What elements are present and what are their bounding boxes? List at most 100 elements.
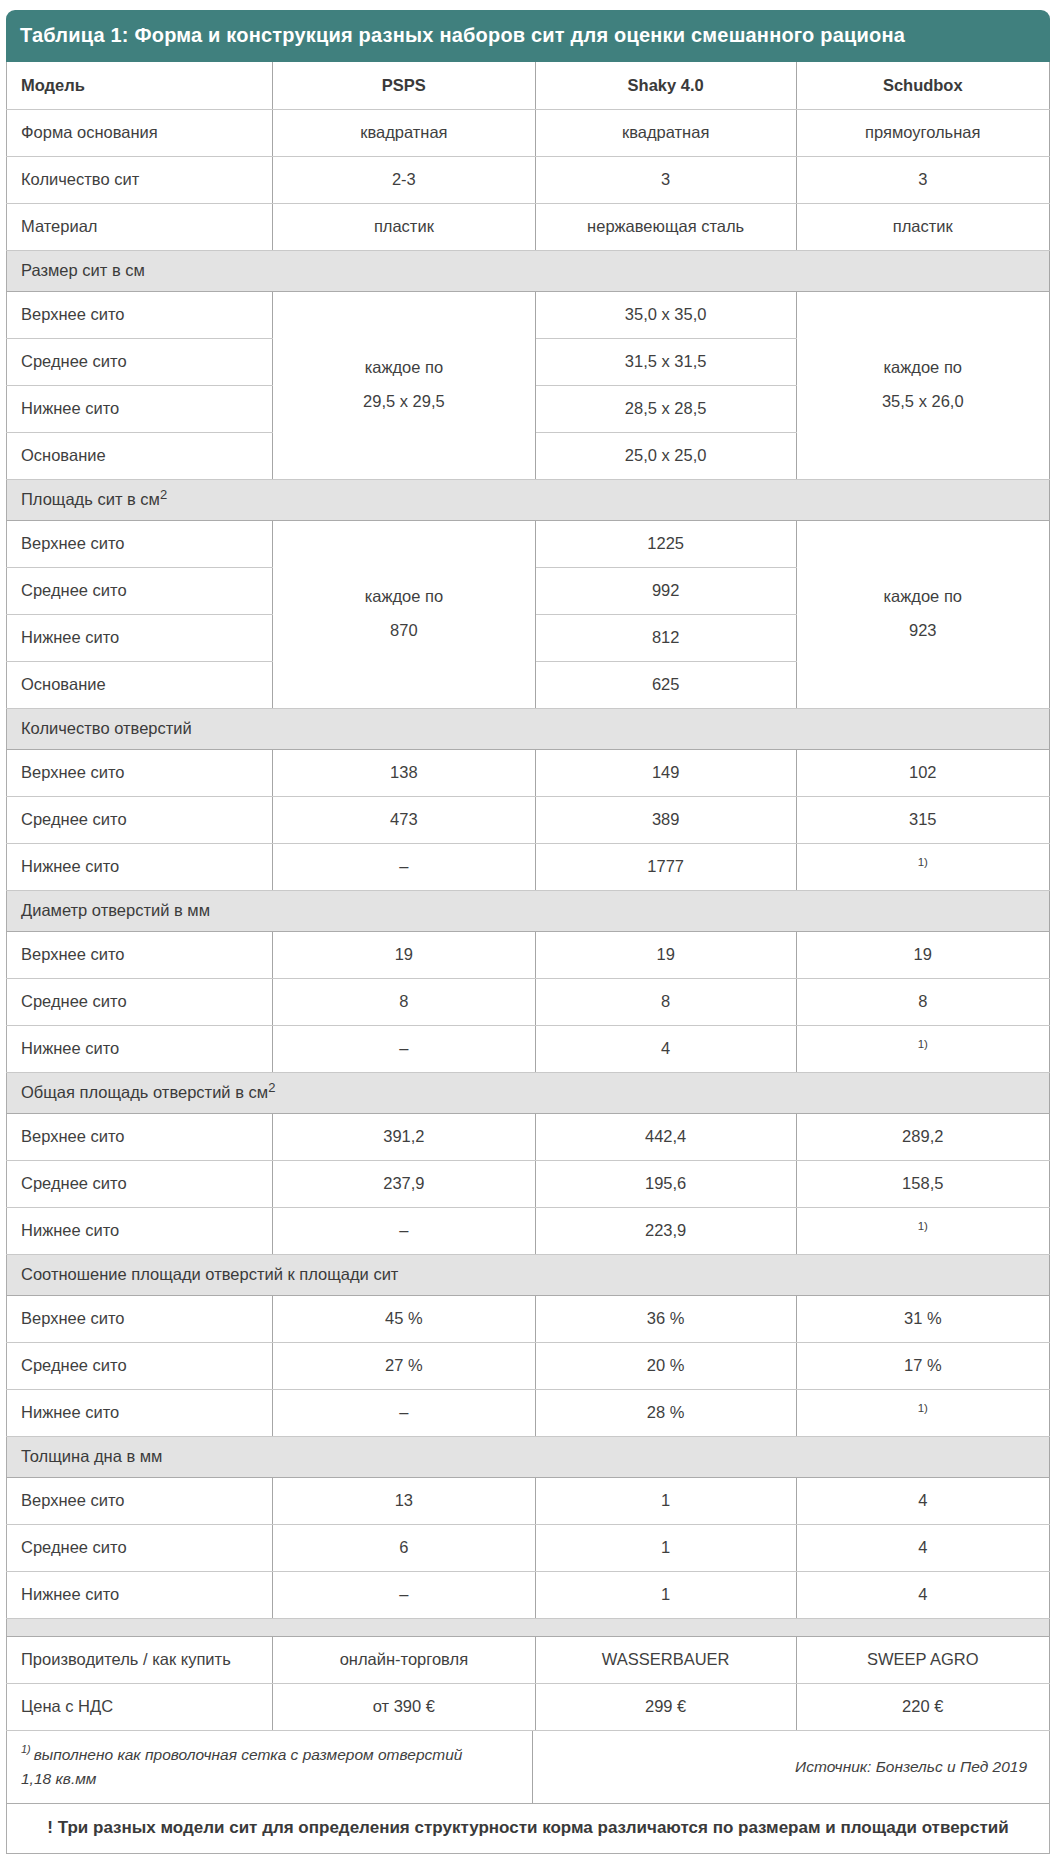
table-row: Производитель / как купитьонлайн-торговл…	[7, 1636, 1050, 1683]
separator-band	[7, 1618, 1050, 1636]
row-label-cell: Верхнее сито	[7, 291, 273, 338]
table-row: Среднее сито473389315	[7, 796, 1050, 843]
value-cell: 4	[796, 1571, 1049, 1618]
column-header-row: Модель PSPS Shaky 4.0 Schudbox	[7, 62, 1050, 109]
value-cell: 1777	[535, 843, 796, 890]
row-label-cell: Нижнее сито	[7, 843, 273, 890]
value-cell: каждое по35,5 x 26,0	[796, 291, 1049, 479]
table-row: Материалпластикнержавеющая стальпластик	[7, 203, 1050, 250]
merged-cell-line: каждое по	[805, 580, 1041, 614]
column-header-shaky: Shaky 4.0	[535, 62, 796, 109]
row-label-cell: Цена с НДС	[7, 1683, 273, 1730]
value-cell: 1)	[796, 1025, 1049, 1072]
sieve-spec-table: Модель PSPS Shaky 4.0 Schudbox Форма осн…	[6, 62, 1050, 1731]
table-row: Нижнее сито–17771)	[7, 843, 1050, 890]
row-label-cell: Количество сит	[7, 156, 273, 203]
table-row: Нижнее сито–41)	[7, 1025, 1050, 1072]
value-cell: 1225	[535, 520, 796, 567]
row-label-cell: Среднее сито	[7, 1160, 273, 1207]
value-cell: 3	[796, 156, 1049, 203]
value-cell: 19	[796, 931, 1049, 978]
row-label-cell: Материал	[7, 203, 273, 250]
value-cell: 102	[796, 749, 1049, 796]
value-cell: 4	[535, 1025, 796, 1072]
value-cell: каждое по870	[272, 520, 535, 708]
row-label-cell: Верхнее сито	[7, 749, 273, 796]
merged-cell-line: 870	[281, 614, 527, 648]
value-cell: 45 %	[272, 1295, 535, 1342]
value-cell: 158,5	[796, 1160, 1049, 1207]
table-body: Форма основанияквадратнаяквадратнаяпрямо…	[7, 109, 1050, 1730]
superscript: 2	[268, 1080, 275, 1095]
row-label-cell: Нижнее сито	[7, 385, 273, 432]
value-cell: 13	[272, 1477, 535, 1524]
row-label-cell: Верхнее сито	[7, 1295, 273, 1342]
section-row: Толщина дна в мм	[7, 1436, 1050, 1477]
value-cell: 473	[272, 796, 535, 843]
value-cell: нержавеющая сталь	[535, 203, 796, 250]
source-note: Источник: Бонзельс и Пед 2019	[533, 1731, 1049, 1803]
value-cell: 223,9	[535, 1207, 796, 1254]
row-label-cell: Верхнее сито	[7, 520, 273, 567]
value-cell: 17 %	[796, 1342, 1049, 1389]
value-cell: –	[272, 1389, 535, 1436]
value-cell: 35,0 x 35,0	[535, 291, 796, 338]
footnote-marker: 1)	[21, 1743, 31, 1755]
value-cell: квадратная	[272, 109, 535, 156]
value-cell: 19	[535, 931, 796, 978]
table-row: Верхнее ситокаждое по8701225каждое по923	[7, 520, 1050, 567]
value-cell: 1	[535, 1524, 796, 1571]
footnote-row: 1)выполнено как проволочная сетка с разм…	[6, 1731, 1050, 1804]
section-header: Общая площадь отверстий в см2	[7, 1072, 1050, 1113]
table-row: Количество сит2-333	[7, 156, 1050, 203]
value-cell: 149	[535, 749, 796, 796]
section-row: Соотношение площади отверстий к площади …	[7, 1254, 1050, 1295]
separator-row	[7, 1618, 1050, 1636]
table-row: Верхнее сито138149102	[7, 749, 1050, 796]
section-row: Общая площадь отверстий в см2	[7, 1072, 1050, 1113]
table-title: Таблица 1: Форма и конструкция разных на…	[20, 24, 905, 46]
value-cell: –	[272, 1025, 535, 1072]
value-cell: 812	[535, 614, 796, 661]
value-cell: каждое по923	[796, 520, 1049, 708]
table-row: Нижнее сито–28 %1)	[7, 1389, 1050, 1436]
table-row: Среднее сито237,9195,6158,5	[7, 1160, 1050, 1207]
table-row: Цена с НДСот 390 €299 €220 €	[7, 1683, 1050, 1730]
value-cell: 299 €	[535, 1683, 796, 1730]
value-cell: 389	[535, 796, 796, 843]
table-row: Верхнее сито1314	[7, 1477, 1050, 1524]
value-cell: 315	[796, 796, 1049, 843]
value-cell: каждое по29,5 x 29,5	[272, 291, 535, 479]
value-cell: 3	[535, 156, 796, 203]
section-row: Площадь сит в см2	[7, 479, 1050, 520]
value-cell: пластик	[272, 203, 535, 250]
merged-cell-line: каждое по	[805, 351, 1041, 385]
section-header: Соотношение площади отверстий к площади …	[7, 1254, 1050, 1295]
section-header: Количество отверстий	[7, 708, 1050, 749]
section-header: Размер сит в см	[7, 250, 1050, 291]
value-cell: квадратная	[535, 109, 796, 156]
row-label-cell: Верхнее сито	[7, 931, 273, 978]
footnote: 1)выполнено как проволочная сетка с разм…	[7, 1731, 533, 1803]
row-label-cell: Нижнее сито	[7, 614, 273, 661]
table-row: Нижнее сито–223,91)	[7, 1207, 1050, 1254]
merged-cell-line: 923	[805, 614, 1041, 648]
value-cell: 237,9	[272, 1160, 535, 1207]
value-cell: 1	[535, 1477, 796, 1524]
table-row: Верхнее сито45 %36 %31 %	[7, 1295, 1050, 1342]
value-cell: 195,6	[535, 1160, 796, 1207]
table-row: Верхнее ситокаждое по29,5 x 29,535,0 x 3…	[7, 291, 1050, 338]
row-label-cell: Основание	[7, 661, 273, 708]
value-cell: прямоугольная	[796, 109, 1049, 156]
value-cell: 6	[272, 1524, 535, 1571]
section-row: Диаметр отверстий в мм	[7, 890, 1050, 931]
table-row: Среднее сито27 %20 %17 %	[7, 1342, 1050, 1389]
value-cell: 36 %	[535, 1295, 796, 1342]
value-cell: онлайн-торговля	[272, 1636, 535, 1683]
value-cell: 8	[535, 978, 796, 1025]
row-label-cell: Среднее сито	[7, 567, 273, 614]
value-cell: 31,5 x 31,5	[535, 338, 796, 385]
value-cell: 442,4	[535, 1113, 796, 1160]
table-row: Форма основанияквадратнаяквадратнаяпрямо…	[7, 109, 1050, 156]
footnote-ref: 1)	[918, 856, 928, 868]
